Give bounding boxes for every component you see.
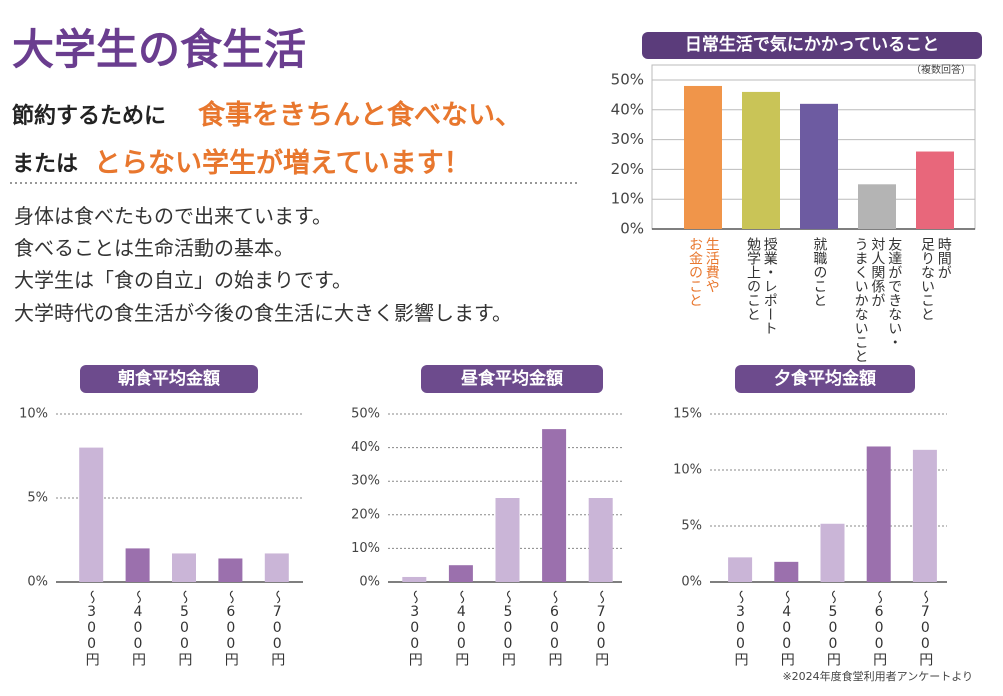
bar — [448, 565, 473, 582]
y-tick-label: 5% — [681, 519, 702, 534]
bar — [264, 553, 289, 582]
y-tick-label: 0% — [359, 575, 380, 590]
y-tick-label: 10% — [611, 190, 644, 208]
bar — [858, 184, 896, 229]
x-tick-label: ～500円 — [824, 590, 841, 666]
x-tick-label: ～300円 — [406, 590, 423, 666]
bar — [866, 446, 891, 582]
x-tick-label: ～700円 — [593, 590, 610, 666]
y-tick-label: 30% — [351, 474, 380, 489]
lead: 節約するために — [12, 104, 167, 129]
chart-note: （複数回答） — [911, 65, 971, 76]
bar — [800, 103, 838, 229]
y-tick-label: 20% — [611, 160, 644, 178]
bar — [402, 576, 427, 582]
y-tick-label: 5% — [27, 491, 48, 506]
x-tick-label: 就職のこと — [811, 237, 828, 307]
x-tick-label: ～700円 — [917, 590, 934, 666]
x-tick-label: 生活費や お金のこと — [687, 237, 720, 307]
bar — [916, 151, 954, 229]
x-tick-label: ～700円 — [269, 590, 286, 666]
bar — [172, 553, 196, 582]
y-tick-label: 40% — [611, 100, 644, 118]
bar — [588, 498, 613, 582]
y-tick-label: 30% — [611, 130, 644, 148]
bar — [912, 449, 937, 582]
x-tick-label: 授業・レポート 勉学上のこと — [745, 237, 778, 335]
x-tick-label: 友達ができない・ 対人関係が うまくいかないこと — [852, 237, 903, 363]
y-tick-label: 40% — [351, 440, 380, 455]
page-title: 大学生の食生活 — [12, 25, 307, 74]
x-tick-label: ～500円 — [499, 590, 516, 666]
x-tick-label: ～300円 — [732, 590, 749, 666]
body-text: 身体は食べたもので出来ています。 — [14, 204, 332, 228]
chart-title: 朝食平均金額 — [80, 365, 258, 393]
y-tick-label: 10% — [351, 541, 380, 556]
y-tick-label: 0% — [620, 220, 644, 238]
footnote: ※2024年度食堂利用者アンケートより — [782, 670, 973, 683]
bar — [218, 558, 243, 582]
body-text: 大学生は「食の自立」の始まりです。 — [14, 268, 352, 292]
body-text: 食べることは生命活動の基本。 — [14, 236, 294, 260]
bar — [542, 429, 567, 582]
y-tick-label: 50% — [611, 71, 644, 89]
y-tick-label: 50% — [351, 407, 380, 422]
y-tick-label: 15% — [673, 407, 702, 422]
x-tick-label: ～500円 — [176, 590, 193, 666]
x-tick-label: ～600円 — [546, 590, 563, 666]
bar — [742, 91, 780, 229]
x-tick-label: ～400円 — [129, 590, 146, 666]
x-tick-label: ～400円 — [453, 590, 470, 666]
lead-emphasis: 食事をきちんと食べない、 — [198, 100, 522, 131]
y-tick-label: 0% — [681, 575, 702, 590]
bar — [774, 561, 799, 582]
x-tick-label: ～600円 — [871, 590, 888, 666]
y-tick-label: 10% — [673, 463, 702, 478]
chart-title: 夕食平均金額 — [735, 365, 915, 393]
y-tick-label: 20% — [351, 507, 380, 522]
x-tick-label: ～300円 — [83, 590, 100, 666]
lead-emphasis: とらない学生が増えています！ — [94, 148, 471, 179]
bar — [79, 447, 104, 582]
y-tick-label: 0% — [27, 575, 48, 590]
lead: または — [12, 152, 79, 177]
bar — [684, 85, 722, 230]
bar — [820, 523, 845, 582]
x-tick-label: ～600円 — [222, 590, 239, 666]
x-tick-label: ～400円 — [778, 590, 795, 666]
chart-title: 昼食平均金額 — [421, 365, 603, 393]
bar — [495, 498, 520, 582]
chart-title: 日常生活で気にかかっていること — [642, 32, 982, 59]
body-text: 大学時代の食生活が今後の食生活に大きく影響します。 — [14, 301, 512, 325]
bar — [728, 557, 753, 582]
x-tick-label: 時間が 足りないこと — [919, 237, 952, 321]
y-tick-label: 10% — [19, 407, 48, 422]
bar — [125, 548, 150, 582]
